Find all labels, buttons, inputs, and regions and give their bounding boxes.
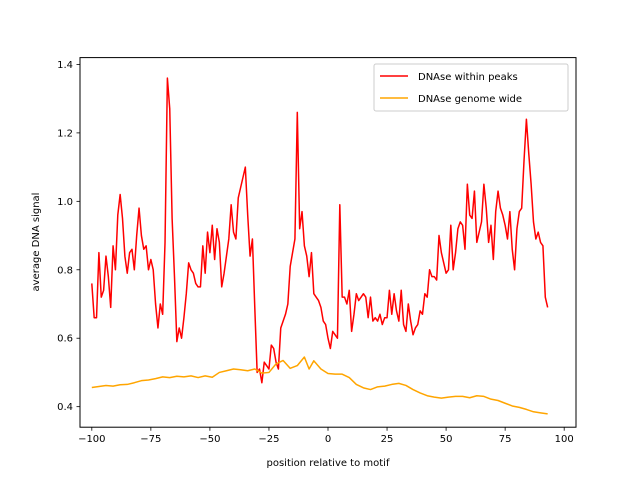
legend-label-peaks: DNAse within peaks [418, 72, 518, 83]
legend-label-genome: DNAse genome wide [418, 94, 522, 105]
x-axis: −100 −75 −50 −25 0 25 50 75 100 [78, 427, 574, 445]
x-tick-label: −75 [140, 434, 161, 445]
x-axis-label: position relative to motif [267, 458, 390, 469]
x-tick-label: 0 [325, 434, 331, 445]
y-axis-label: average DNA signal [31, 193, 42, 292]
x-tick-label: 25 [381, 434, 394, 445]
x-tick-label: 50 [440, 434, 453, 445]
series-line-0 [91, 77, 549, 384]
y-tick-label: 1.2 [57, 128, 73, 139]
legend: DNAse within peaks DNAse genome wide [373, 63, 569, 112]
series-layer [91, 77, 549, 415]
x-tick-label: 100 [555, 434, 574, 445]
x-tick-label: 75 [499, 434, 512, 445]
x-tick-label: −100 [78, 434, 105, 445]
plot-area [80, 57, 576, 428]
x-tick-label: −50 [199, 434, 220, 445]
y-axis: 0.4 0.6 0.8 1.0 1.2 1.4 [57, 60, 80, 413]
y-tick-label: 0.6 [57, 334, 73, 345]
y-tick-label: 0.4 [57, 402, 73, 413]
x-tick-label: −25 [258, 434, 279, 445]
y-tick-label: 1.4 [57, 60, 73, 71]
y-tick-label: 1.0 [57, 197, 73, 208]
series-line-1 [91, 356, 548, 415]
y-tick-label: 0.8 [57, 265, 73, 276]
legend-box [373, 63, 569, 112]
